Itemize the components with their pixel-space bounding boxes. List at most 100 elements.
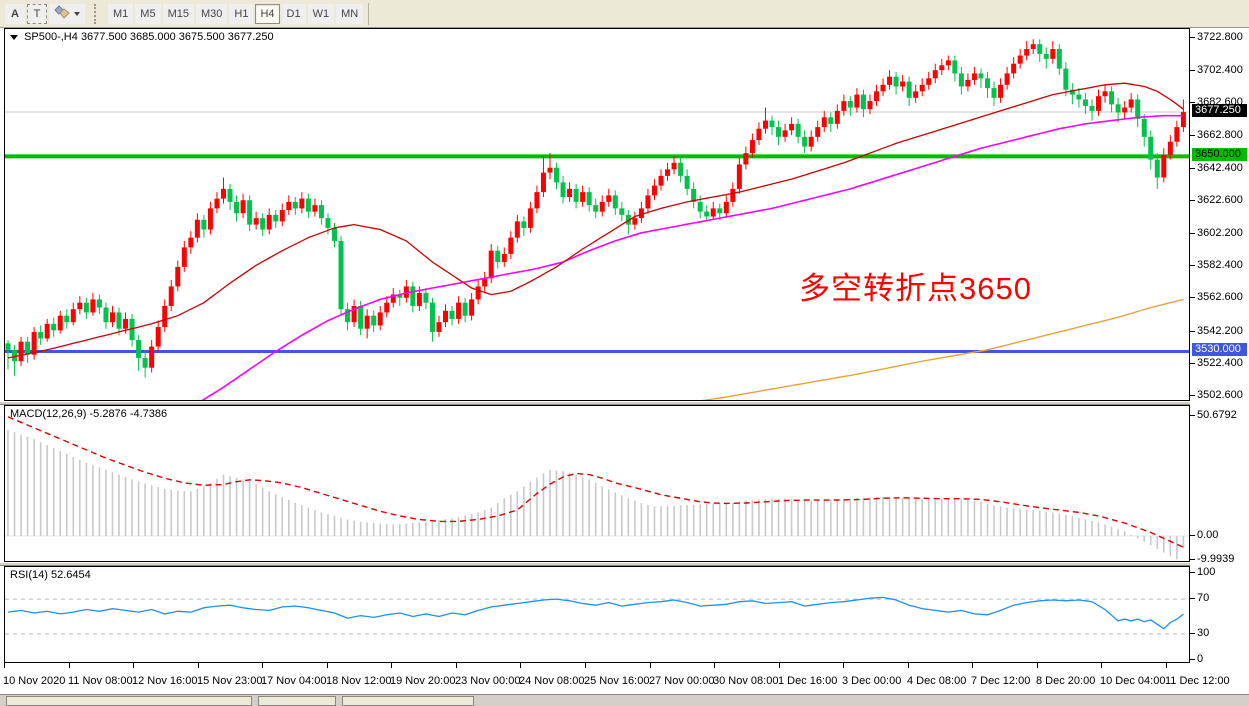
price-tick-label: 3562.600	[1197, 291, 1243, 303]
time-tick	[327, 663, 328, 668]
axis-tick	[1190, 70, 1195, 71]
chart-tab[interactable]	[342, 696, 474, 706]
dropdown-caret-icon	[74, 11, 80, 16]
time-label: 19 Nov 20:00	[390, 675, 456, 687]
rsi-tick-label: 70	[1197, 592, 1210, 604]
time-label: 30 Nov 08:00	[713, 675, 779, 687]
timeframe-button-m1[interactable]: M1	[108, 3, 134, 24]
time-tick	[456, 663, 457, 668]
time-tick	[650, 663, 651, 668]
price-tick-label: 3722.800	[1197, 31, 1243, 43]
time-label: 23 Nov 00:00	[455, 675, 521, 687]
timeframe-button-d1[interactable]: D1	[281, 3, 306, 24]
time-tick	[198, 663, 199, 668]
time-tick	[1166, 663, 1167, 668]
time-tick	[69, 663, 70, 668]
time-label: 18 Nov 12:00	[326, 675, 392, 687]
price-tick-label: 3602.200	[1197, 227, 1243, 239]
macd-tick-label: 50.6792	[1197, 409, 1237, 421]
time-tick	[908, 663, 909, 668]
time-tick	[391, 663, 392, 668]
chart-annotation-text: 多空转折点3650	[799, 271, 1032, 306]
time-label: 10 Nov 2020	[3, 675, 66, 687]
time-tick	[520, 663, 521, 668]
axis-tick	[1190, 331, 1195, 332]
rsi-tick-label: 0	[1197, 653, 1204, 665]
objects-icon	[54, 5, 70, 22]
hline-price-label-3530.000: 3530.000	[1192, 343, 1247, 356]
time-label: 25 Nov 16:00	[584, 675, 650, 687]
panel-separator[interactable]	[0, 562, 1249, 566]
timeframe-button-m5[interactable]: M5	[135, 3, 161, 24]
axis-tick	[1190, 535, 1195, 536]
time-tick	[714, 663, 715, 668]
axis-tick	[1190, 572, 1195, 573]
time-tick	[1101, 663, 1102, 668]
rsi-tick-label: 30	[1197, 627, 1210, 639]
axis-tick	[1190, 200, 1195, 201]
time-label: 24 Nov 08:00	[519, 675, 585, 687]
chart-symbol-period: SP500-,H4	[24, 31, 78, 43]
axis-tick	[1190, 633, 1195, 634]
price-tick-label: 3662.800	[1197, 129, 1243, 141]
text-tool-button[interactable]: T	[27, 3, 47, 24]
price-tick-label: 3642.400	[1197, 162, 1243, 174]
rsi-label: RSI(14) 52.6454	[10, 569, 91, 581]
time-label: 17 Nov 04:00	[261, 675, 327, 687]
macd-tick-label: -9.9939	[1197, 553, 1235, 565]
main-chart-plot[interactable]: SP500-,H4 3677.500 3685.000 3675.500 367…	[4, 28, 1190, 401]
chart-tab[interactable]	[258, 696, 336, 706]
rsi-tick-label: 100	[1197, 566, 1216, 578]
axis-tick	[1190, 363, 1195, 364]
axis-tick	[1190, 297, 1195, 298]
timeframe-button-w1[interactable]: W1	[307, 3, 335, 24]
price-tick-label: 3702.400	[1197, 64, 1243, 76]
timeframe-button-mn[interactable]: MN	[336, 3, 364, 24]
toolbar-separator	[368, 2, 370, 25]
time-tick	[262, 663, 263, 668]
time-axis[interactable]: 10 Nov 2020 11 Nov 08:00 12 Nov 16:00 15 No…	[0, 663, 1249, 694]
macd-tick-label: 0.00	[1197, 529, 1219, 541]
hline-price-label-3650.000: 3650.000	[1192, 148, 1247, 161]
axis-tick	[1190, 559, 1195, 560]
axis-tick	[1190, 659, 1195, 660]
axis-tick	[1190, 265, 1195, 266]
rsi-panel[interactable]: RSI(14) 52.6454	[4, 566, 1190, 663]
symbol-collapse-icon[interactable]	[10, 35, 18, 40]
bottom-tab-strip	[0, 694, 1249, 706]
price-tick-label: 3582.400	[1197, 259, 1243, 271]
time-tick	[1037, 663, 1038, 668]
timeframe-group: M1 M5 M15 M30 H1 H4 D1 W1 MN	[107, 3, 364, 24]
timeframe-button-m30[interactable]: M30	[195, 3, 228, 24]
time-label: 11 Nov 08:00	[68, 675, 133, 687]
tool-a-button[interactable]: A	[5, 3, 25, 24]
time-label: 15 Nov 23:00	[197, 675, 263, 687]
time-tick	[779, 663, 780, 668]
timeframe-button-m15[interactable]: M15	[162, 3, 194, 24]
price-axis[interactable]: 3722.800 3702.400 3682.600 3662.800 3642.400…	[1190, 28, 1249, 665]
time-label: 4 Dec 08:00	[907, 675, 967, 687]
axis-tick	[1190, 415, 1195, 416]
current-price-label: 3677.250	[1192, 104, 1247, 117]
price-tick-label: 3502.600	[1197, 389, 1243, 401]
time-label: 8 Dec 20:00	[1036, 675, 1096, 687]
macd-panel[interactable]: MACD(12,26,9) -5.2876 -4.7386	[4, 405, 1190, 562]
time-tick	[843, 663, 844, 668]
chart-tab[interactable]	[6, 696, 252, 706]
axis-tick	[1190, 233, 1195, 234]
time-label: 27 Nov 00:00	[649, 675, 715, 687]
axis-tick	[1190, 37, 1195, 38]
time-label: 7 Dec 12:00	[971, 675, 1031, 687]
time-tick	[585, 663, 586, 668]
time-label: 1 Dec 16:00	[778, 675, 838, 687]
toolbar: A T M1 M5 M15 M30 H1 H4 D1 W1 MN	[0, 0, 1249, 28]
timeframe-button-h1[interactable]: H1	[229, 3, 254, 24]
chart-window: SP500-,H4 3677.500 3685.000 3675.500 367…	[0, 28, 1249, 694]
price-tick-label: 3522.400	[1197, 357, 1243, 369]
objects-list-button[interactable]	[49, 3, 85, 24]
axis-tick	[1190, 598, 1195, 599]
timeframe-button-h4[interactable]: H4	[255, 3, 280, 24]
panel-separator[interactable]	[0, 401, 1249, 405]
chart-title: SP500-,H4 3677.500 3685.000 3675.500 367…	[10, 31, 274, 43]
toolbar-grip[interactable]	[94, 3, 103, 24]
